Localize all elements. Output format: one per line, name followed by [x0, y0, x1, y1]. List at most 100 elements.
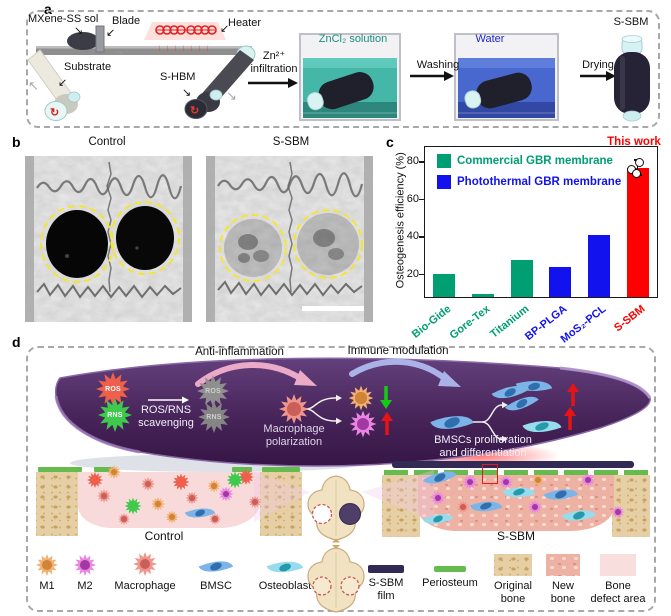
- m1-decrease-arrow: [380, 386, 392, 409]
- bar: [588, 235, 610, 297]
- shbm-direction-arrow-icon: ↘: [226, 88, 237, 103]
- water-label: Water: [475, 33, 505, 45]
- blade-shape: [95, 25, 105, 53]
- bar: [510, 259, 533, 297]
- bar: [472, 294, 494, 297]
- scavenging-label-line1: ROS/RNS: [140, 404, 192, 416]
- y-tick-mark: [419, 236, 425, 238]
- drying-arrow: [580, 71, 616, 81]
- cell-nucleus: [535, 477, 541, 483]
- legend-ssbm-film-swatch: [368, 565, 404, 573]
- belt-direction-arrow-icon: →: [112, 43, 125, 58]
- scale-bar: [302, 306, 364, 311]
- this-work-annotation: This work: [607, 136, 661, 148]
- washing-arrow: [410, 71, 454, 81]
- blade-pointer-icon: ↙: [106, 27, 115, 39]
- legend-periosteum-label: Periosteum: [422, 577, 478, 589]
- substrate-direction-arrow-icon: ↖: [28, 78, 39, 93]
- legend-label: Photothermal GBR membrane: [457, 176, 622, 188]
- cell-nucleus: [479, 501, 493, 511]
- legend-osteoblast-label: Osteoblast: [258, 580, 312, 592]
- y-tick-label: 60: [406, 192, 419, 205]
- cell-nucleus: [356, 417, 370, 431]
- mxene-sol-blob: [67, 32, 99, 50]
- ssbm-microct-image: [206, 156, 373, 322]
- anti-inflammation-arrow: [195, 362, 317, 387]
- y-tick-label: 80: [406, 155, 419, 167]
- legend-bmsc-label: BMSC: [200, 580, 232, 592]
- legend-new-bone-label: New bone: [550, 580, 576, 605]
- legend-swatch: [437, 175, 451, 189]
- ssbm-product-label: S-SBM: [613, 16, 649, 28]
- substrate-pointer-icon: ↙: [58, 77, 67, 89]
- y-tick-mark: [419, 161, 425, 163]
- control-microct-image: [25, 156, 192, 322]
- water-tank: [454, 33, 559, 121]
- cell-nucleus: [512, 487, 526, 497]
- cell-nucleus: [211, 483, 217, 489]
- shbm-label: S-HBM: [160, 71, 196, 83]
- zn-infiltration-arrow: [248, 78, 298, 88]
- anti-inflammation-label: Anti-inflammation: [195, 346, 284, 358]
- zn-label-line2: infiltration: [250, 63, 298, 75]
- legend-swatch: [437, 154, 451, 168]
- periosteum-segment: [38, 467, 82, 472]
- roller-rotation-icon: ↻: [190, 105, 199, 117]
- cell-nucleus: [434, 494, 442, 502]
- differentiation-increase-arrow: [564, 407, 576, 430]
- cell-nucleus: [502, 478, 510, 486]
- y-tick-label: 20: [406, 267, 419, 280]
- periosteum-segment: [94, 467, 114, 472]
- legend-new-bone-swatch: [546, 554, 580, 576]
- cell-nucleus: [222, 490, 230, 498]
- heater-label: Heater: [228, 17, 262, 29]
- legend-periosteum-swatch: [434, 566, 466, 572]
- ssbm-product: [614, 35, 650, 122]
- cell-nucleus: [277, 561, 293, 573]
- bar-chart: 20 40 60 80 Bio-Gide Gore-Tex Titanium BP-PLGA M…: [407, 146, 658, 346]
- legend-ssbm-film-label: S-SBM film: [368, 577, 404, 602]
- panel-c-label: c: [386, 134, 394, 150]
- periosteum-segment: [262, 467, 300, 472]
- polarization-label-line1: Macrophage: [263, 423, 325, 435]
- control-image-title: Control: [88, 136, 126, 148]
- legend-label: Commercial GBR membrane: [457, 155, 613, 167]
- cell-nucleus: [252, 499, 258, 505]
- ssbm-image-title: S-SBM: [272, 136, 310, 148]
- shbm-pointer-icon: ↘: [182, 87, 191, 99]
- ssbm-section-label: S-SBM: [496, 529, 535, 543]
- legend-m1-label: M1: [39, 580, 55, 592]
- conveyor-belt: [36, 46, 252, 55]
- ssbm-film-bar: [392, 461, 634, 468]
- washing-label: Washing: [416, 59, 460, 71]
- bar: [433, 273, 456, 297]
- panel-a-schematic: → ↖ ↻ ↓↓↓↓↓↓↓ ↘ ↻ ↘ ↙ ↙ ↙ ↘: [27, 22, 650, 122]
- cell-nucleus: [584, 476, 592, 484]
- original-bone-left: [382, 475, 420, 537]
- legend-m2-label: M2: [77, 580, 93, 592]
- cell-nucleus: [189, 495, 195, 501]
- control-defect-right: [116, 206, 174, 270]
- proliferation-increase-arrow: [567, 383, 579, 406]
- ssbm-defect-left: [219, 214, 287, 282]
- legend-bone-defect-label: Bone defect area: [590, 580, 646, 605]
- cell-nucleus: [121, 516, 127, 522]
- data-point: [635, 158, 645, 168]
- y-tick-mark: [419, 273, 425, 276]
- cell-nucleus: [443, 415, 461, 429]
- y-tick-mark: [419, 198, 425, 201]
- bmsc-label-line2: and differentiation: [439, 447, 527, 459]
- panel-d-label: d: [12, 334, 21, 350]
- drying-label: Drying: [582, 59, 614, 71]
- zncl2-solution-label: ZnCl₂ solution: [318, 33, 388, 45]
- cell-nucleus: [154, 500, 162, 508]
- cell-nucleus: [212, 516, 218, 522]
- legend-original-bone-label: Original bone: [494, 580, 532, 605]
- cell-nucleus: [144, 480, 152, 488]
- cell-nucleus: [531, 503, 539, 511]
- cell-nucleus: [615, 509, 621, 515]
- cell-nucleus: [110, 468, 118, 476]
- defect-circle-marker: [110, 201, 180, 275]
- bar: [626, 167, 649, 297]
